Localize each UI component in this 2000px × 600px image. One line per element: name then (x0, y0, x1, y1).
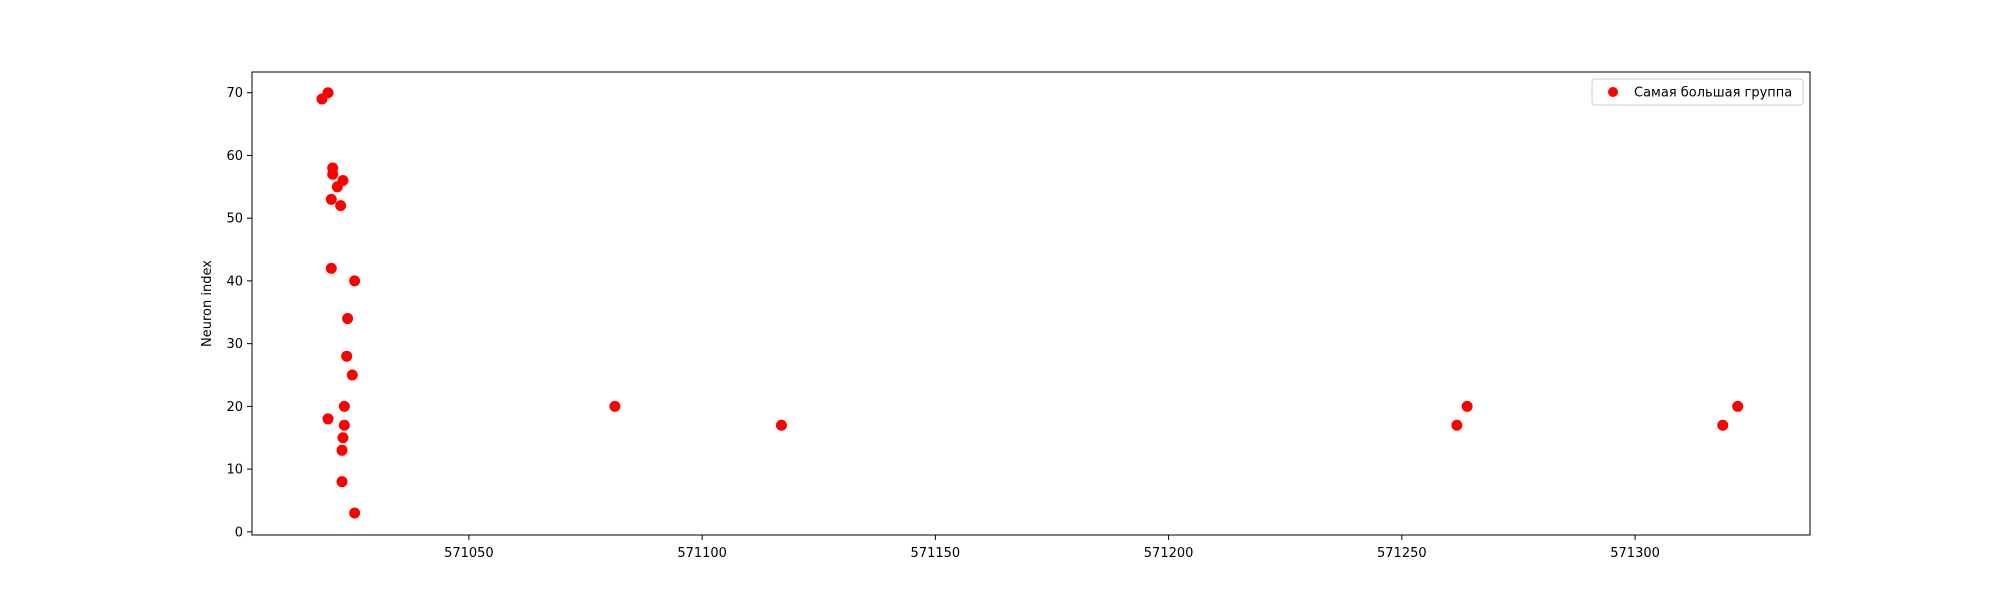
data-point (349, 507, 361, 519)
y-axis: 0 10 20 30 40 50 60 70 (226, 86, 252, 540)
plot-area (251, 71, 1811, 536)
data-point (342, 313, 354, 325)
data-point (325, 262, 337, 274)
y-tick-label: 50 (226, 212, 243, 227)
data-point (338, 400, 350, 412)
x-tick-label: 571250 (1377, 546, 1427, 561)
data-point (341, 350, 353, 362)
y-tick-label: 30 (226, 337, 243, 352)
y-tick-label: 10 (226, 463, 243, 478)
data-point (335, 200, 347, 212)
data-point (1461, 400, 1473, 412)
data-point (1732, 400, 1744, 412)
y-tick-label: 60 (226, 149, 243, 164)
data-point (775, 419, 787, 431)
x-axis: 571050 571100 571150 571200 571250 571300 (444, 535, 1660, 561)
data-point (336, 476, 348, 488)
legend: Самая большая группа (1591, 78, 1804, 106)
y-axis-label: Neuron index (200, 260, 215, 347)
data-point (1717, 419, 1729, 431)
x-tick-label: 571200 (1144, 546, 1194, 561)
data-point (349, 275, 361, 287)
legend-box (1591, 78, 1804, 106)
data-point (338, 419, 350, 431)
y-tick-label: 70 (226, 86, 243, 101)
axes-frame (251, 71, 1811, 536)
data-point (337, 432, 349, 444)
data-point (322, 87, 334, 99)
data-point (1451, 419, 1463, 431)
data-point (609, 400, 621, 412)
x-tick-label: 571150 (911, 546, 961, 561)
legend-label: Самая большая группа (1634, 86, 1792, 101)
data-point (325, 193, 337, 205)
data-point (336, 444, 348, 456)
data-point (327, 168, 339, 180)
x-tick-label: 571100 (677, 546, 727, 561)
y-tick-label: 40 (226, 274, 243, 289)
data-point (322, 413, 334, 425)
x-tick-label: 571050 (444, 546, 494, 561)
data-point (346, 369, 358, 381)
x-tick-label: 571300 (1610, 546, 1660, 561)
data-point (337, 175, 349, 187)
data-points (316, 87, 1744, 519)
y-tick-label: 20 (226, 400, 243, 415)
legend-marker (1608, 87, 1618, 97)
y-tick-label: 0 (235, 525, 243, 540)
